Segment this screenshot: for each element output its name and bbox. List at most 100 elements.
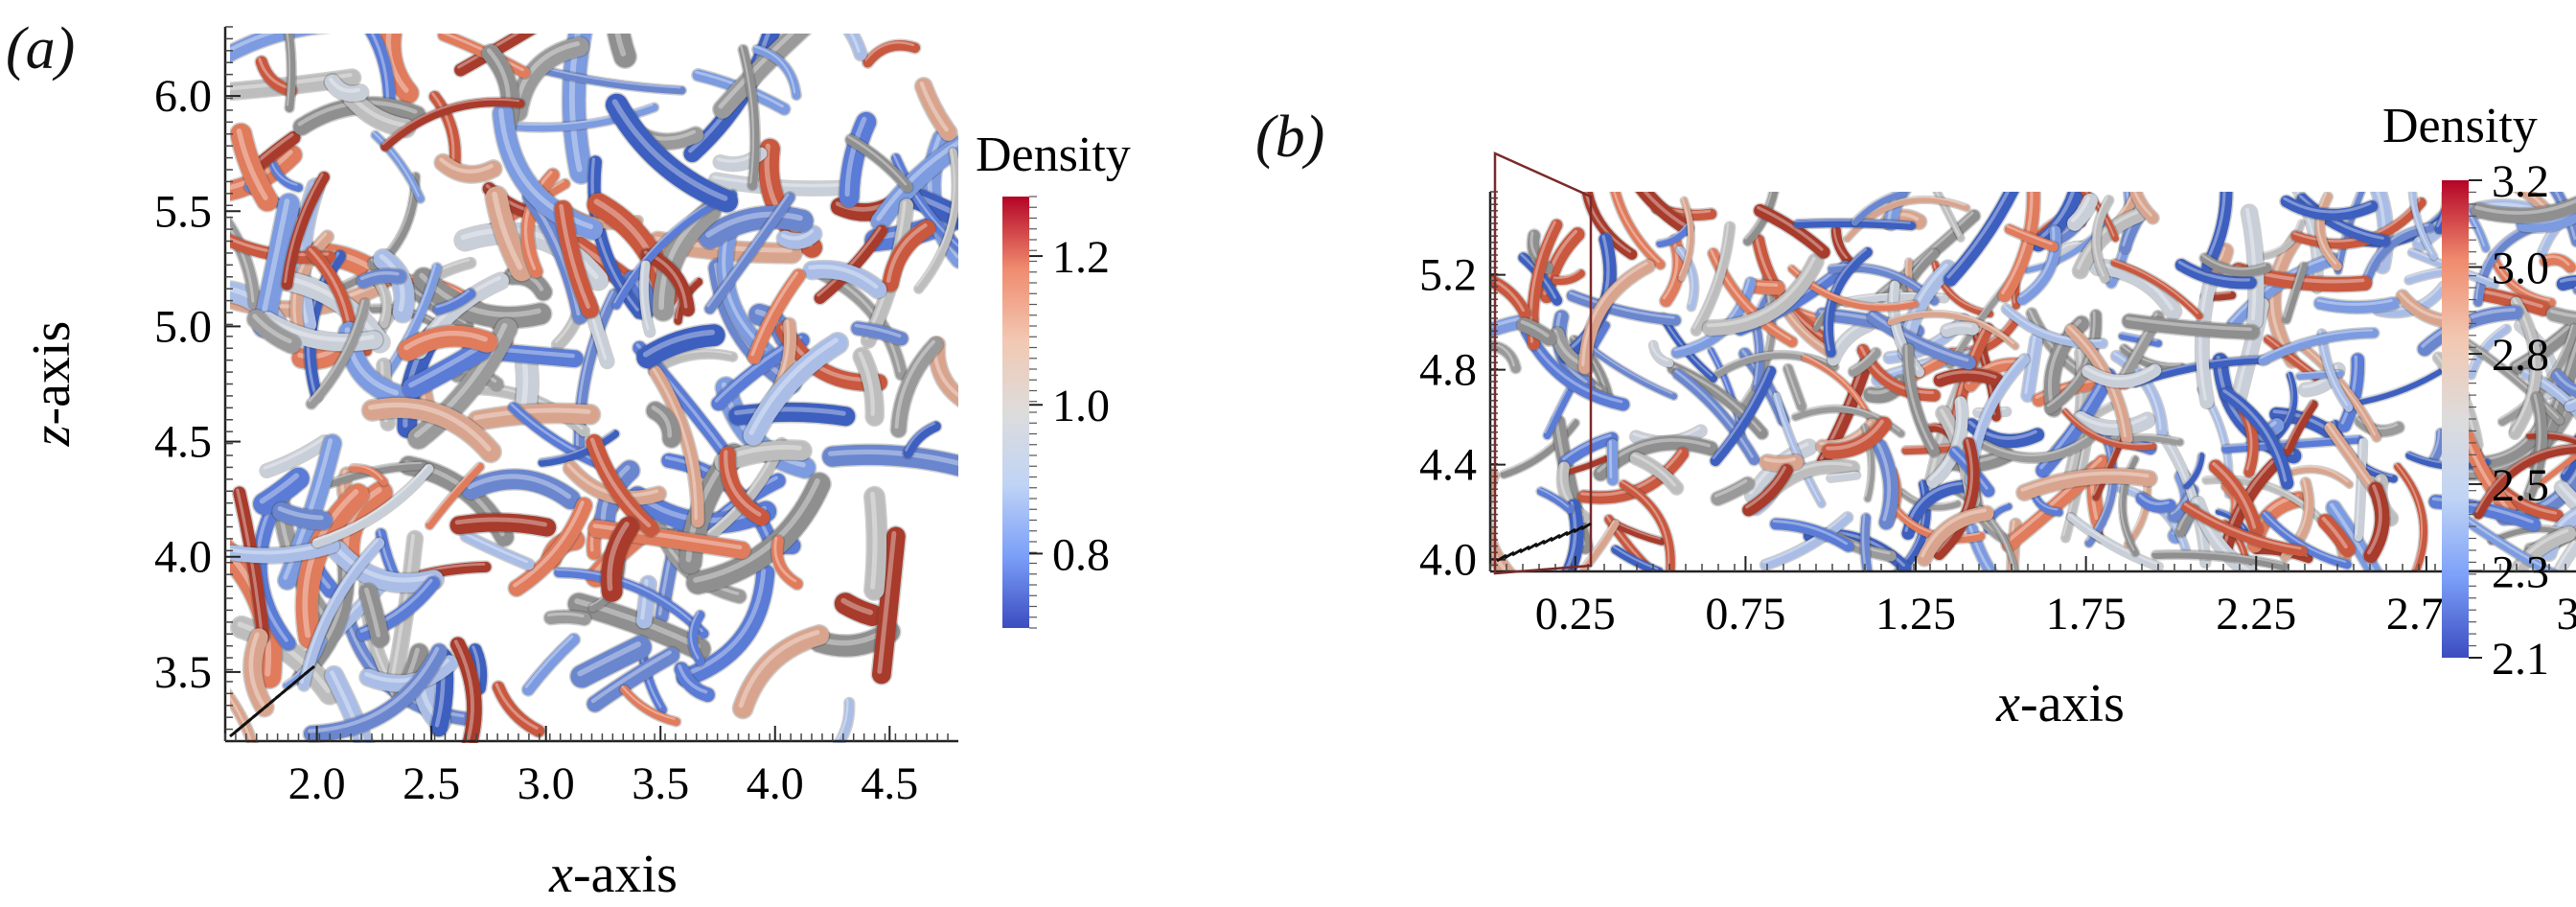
vortex-tube bbox=[636, 576, 656, 629]
vortex-tube bbox=[586, 434, 659, 537]
triad-mark bbox=[1504, 550, 1515, 560]
domain-outline bbox=[1493, 151, 1593, 575]
vortex-tube-highlight bbox=[332, 544, 435, 583]
vortex-tube-highlight bbox=[2084, 365, 2155, 381]
vortex-tube-highlight bbox=[2301, 344, 2377, 436]
vortex-tube bbox=[601, 516, 639, 602]
vortex-tube-highlight bbox=[512, 104, 654, 127]
vortex-tube-highlight bbox=[284, 173, 324, 284]
vortex-tube bbox=[2272, 371, 2298, 442]
vortex-tube bbox=[839, 111, 877, 208]
vortex-tube-highlight bbox=[2183, 452, 2201, 485]
vortex-tube-highlight bbox=[1632, 454, 1677, 487]
vortex-tube-highlight bbox=[277, 506, 324, 521]
vortex-tube bbox=[1678, 197, 1694, 282]
vortex-tube-highlight bbox=[370, 34, 390, 115]
vortex-tube-highlight bbox=[773, 536, 797, 583]
vortex-tube-highlight bbox=[460, 227, 599, 280]
vortex-tube bbox=[454, 222, 609, 291]
vortex-tube bbox=[380, 97, 525, 151]
vortex-tube-highlight bbox=[2177, 260, 2251, 282]
vortex-tube bbox=[587, 520, 751, 559]
vortex-tube bbox=[528, 63, 686, 95]
vortex-tube-highlight bbox=[2479, 289, 2543, 309]
x-tick-label: 1.25 bbox=[1875, 589, 1956, 640]
vortex-tube bbox=[349, 464, 388, 486]
vortex-tube bbox=[1742, 464, 1793, 517]
z-tick-label: 4.4 bbox=[1419, 440, 1477, 491]
vortex-tube-highlight bbox=[1745, 465, 1786, 509]
vortex-tube bbox=[2073, 410, 2155, 436]
vortex-tube bbox=[272, 501, 333, 530]
triad-mark bbox=[1580, 522, 1592, 531]
vortex-tube bbox=[281, 172, 330, 291]
vortex-tube bbox=[230, 34, 319, 63]
vortex-tube-highlight bbox=[1932, 260, 1990, 313]
vortex-tube-highlight bbox=[236, 128, 268, 200]
vortex-tube-highlight bbox=[367, 402, 492, 452]
vortex-tube-highlight bbox=[1563, 500, 1577, 570]
vortex-tube-highlight bbox=[2005, 457, 2103, 545]
vortex-tube bbox=[2201, 192, 2233, 272]
vortex-tube bbox=[872, 526, 906, 685]
vortex-tube-highlight bbox=[753, 45, 796, 94]
x-tick-label: 4.5 bbox=[861, 758, 918, 809]
colorbar-tick-label: 2.5 bbox=[2492, 460, 2549, 511]
vortex-tube bbox=[1710, 365, 1777, 467]
vortex-tube-highlight bbox=[1784, 364, 1802, 405]
vortex-tube-highlight bbox=[2024, 335, 2036, 395]
vortex-tube-highlight bbox=[333, 173, 415, 288]
vortex-tube bbox=[2508, 525, 2576, 570]
vortex-tube-highlight bbox=[1887, 310, 2015, 345]
colorbar-tick-label: 1.0 bbox=[1052, 381, 1110, 431]
vortex-tube-highlight bbox=[1678, 197, 1690, 277]
vortex-tube-highlight bbox=[2109, 433, 2179, 441]
vortex-tube bbox=[434, 154, 502, 183]
vortex-tube-highlight bbox=[2138, 494, 2170, 506]
vortex-tube-highlight bbox=[689, 611, 700, 660]
vortex-tube bbox=[2409, 192, 2438, 261]
vortex-tube bbox=[2394, 462, 2427, 570]
vortex-tube bbox=[1517, 317, 1557, 346]
vortex-tube bbox=[1851, 192, 1907, 226]
x-tick-label: 3.5 bbox=[632, 758, 689, 809]
vortex-tube bbox=[1941, 321, 1979, 337]
vortex-tube bbox=[508, 497, 592, 596]
vortex-tube-highlight bbox=[2357, 417, 2399, 430]
vortex-tube-highlight bbox=[740, 45, 755, 184]
vortex-tube-highlight bbox=[230, 696, 253, 743]
vortex-tube-highlight bbox=[547, 612, 585, 618]
vortex-tube bbox=[295, 483, 369, 649]
vortex-tube-highlight bbox=[2222, 389, 2288, 482]
vortex-tube-highlight bbox=[2001, 192, 2034, 295]
vortex-tube bbox=[2280, 195, 2379, 221]
vortex-tube-highlight bbox=[816, 226, 882, 297]
vortex-tube bbox=[2326, 500, 2382, 570]
vortex-tube-highlight bbox=[748, 337, 839, 435]
vortex-tube bbox=[2110, 259, 2203, 320]
vortex-tube-highlight bbox=[894, 339, 935, 430]
colorbar-tick-label: 2.1 bbox=[2492, 634, 2549, 685]
vortex-tube-highlight bbox=[1935, 192, 1961, 237]
vortex-tube bbox=[2061, 407, 2157, 451]
vortex-tube bbox=[2556, 275, 2576, 291]
vortex-tube bbox=[1964, 358, 2023, 392]
vortex-tube bbox=[233, 486, 270, 643]
vortex-tube bbox=[2199, 253, 2272, 277]
vortex-tube-highlight bbox=[1692, 222, 1730, 330]
vortex-tube-highlight bbox=[472, 407, 591, 421]
vortex-tube-highlight bbox=[651, 406, 673, 438]
vortex-tube bbox=[520, 168, 560, 278]
vortex-tube bbox=[449, 513, 557, 537]
vortex-tube bbox=[639, 260, 655, 337]
vortex-tube-highlight bbox=[359, 270, 400, 281]
vortex-tube bbox=[324, 74, 369, 102]
vortex-tube-highlight bbox=[252, 314, 292, 344]
vortex-tube bbox=[1635, 192, 1694, 236]
vortex-tube bbox=[853, 348, 884, 426]
vortex-tube bbox=[253, 467, 310, 515]
vortex-tube bbox=[342, 88, 415, 137]
vortex-tube-highlight bbox=[854, 323, 902, 338]
x-axis-label-a: x-axis bbox=[548, 845, 678, 904]
vortex-tube-highlight bbox=[1762, 513, 1848, 564]
